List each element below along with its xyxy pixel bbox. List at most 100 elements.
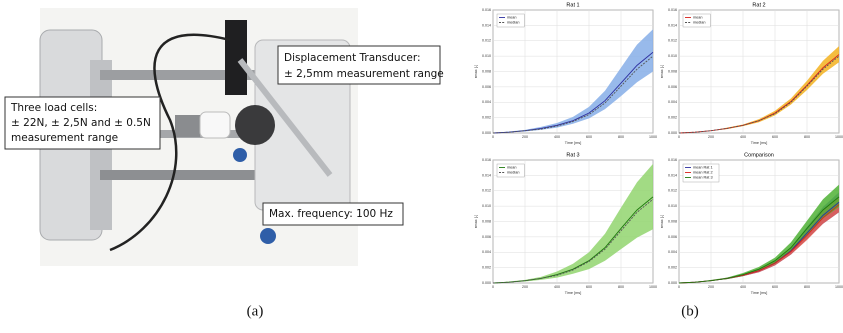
y-tick-label: 0.016 <box>668 8 677 12</box>
y-tick-label: 0.004 <box>668 250 677 254</box>
x-tick-label: 400 <box>554 285 560 289</box>
x-tick-label: 800 <box>804 285 810 289</box>
y-tick-label: 0.002 <box>482 266 491 270</box>
chart-title: Rat 1 <box>566 2 579 8</box>
figure: Displacement Transducer: ± 2,5mm measure… <box>0 0 843 328</box>
y-tick-label: 0.008 <box>482 219 491 223</box>
x-tick-label: 1000 <box>649 135 657 139</box>
transducer <box>225 20 247 95</box>
chart-title: Comparison <box>744 152 774 158</box>
holder <box>200 112 230 138</box>
y-tick-label: 0.006 <box>668 85 677 89</box>
x-tick-label: 400 <box>740 285 746 289</box>
x-tick-label: 200 <box>522 135 528 139</box>
y-tick-label: 0.012 <box>668 189 677 193</box>
legend-label: median <box>507 171 519 175</box>
x-axis-label: Time [ms] <box>565 291 582 295</box>
x-tick-label: 600 <box>586 135 592 139</box>
legend-label: mean <box>693 16 703 20</box>
chart-title: Rat 2 <box>752 2 765 8</box>
label-text: Three load cells: <box>10 102 97 114</box>
y-tick-label: 0.000 <box>482 131 491 135</box>
y-tick-label: 0.010 <box>482 54 491 58</box>
legend-label: mean Rat 1 <box>693 166 713 170</box>
y-tick-label: 0.016 <box>482 8 491 12</box>
legend-label: mean Rat 2 <box>693 171 713 175</box>
x-axis-label: Time [ms] <box>565 141 582 145</box>
y-tick-label: 0.014 <box>482 173 491 177</box>
chart: Comparison 0.000 0.002 0.004 0.006 0.008 0.010… <box>660 152 843 295</box>
y-tick-label: 0.016 <box>668 158 677 162</box>
y-tick-label: 0.014 <box>482 23 491 27</box>
x-tick-label: 0 <box>492 135 494 139</box>
y-axis-label: εmax [-] <box>660 215 664 228</box>
y-axis-label: εmax [-] <box>660 65 664 78</box>
legend-label: mean <box>507 166 517 170</box>
load-cell <box>175 115 200 137</box>
y-axis-label: εmax [-] <box>474 215 478 228</box>
x-tick-label: 1000 <box>835 135 843 139</box>
y-tick-label: 0.008 <box>668 219 677 223</box>
y-tick-label: 0.012 <box>482 189 491 193</box>
photo: Displacement Transducer: ± 2,5mm measure… <box>5 8 444 266</box>
y-tick-label: 0.008 <box>668 69 677 73</box>
x-tick-label: 400 <box>554 135 560 139</box>
y-tick-label: 0.006 <box>482 235 491 239</box>
knob <box>233 148 247 162</box>
y-tick-label: 0.006 <box>482 85 491 89</box>
y-tick-label: 0.000 <box>482 281 491 285</box>
legend-label: median <box>693 21 705 25</box>
x-tick-label: 200 <box>522 285 528 289</box>
y-tick-label: 0.006 <box>668 235 677 239</box>
chart: Rat 1 0.000 0.002 0.004 0.006 0.008 0.010 0.012… <box>474 2 657 145</box>
y-tick-label: 0.008 <box>482 69 491 73</box>
y-tick-label: 0.004 <box>482 250 491 254</box>
label-text: ± 2,5mm measurement range <box>284 68 444 80</box>
x-tick-label: 0 <box>678 285 680 289</box>
y-tick-label: 0.002 <box>482 116 491 120</box>
y-tick-label: 0.000 <box>668 281 677 285</box>
y-tick-label: 0.002 <box>668 116 677 120</box>
legend-label: median <box>507 21 519 25</box>
chart: Rat 2 0.000 0.002 0.004 0.006 0.008 0.010 0.012… <box>660 2 843 145</box>
x-tick-label: 0 <box>678 135 680 139</box>
y-tick-label: 0.012 <box>482 39 491 43</box>
y-tick-label: 0.016 <box>482 158 491 162</box>
y-tick-label: 0.010 <box>668 204 677 208</box>
caption: (a) <box>247 303 264 319</box>
y-tick-label: 0.010 <box>482 204 491 208</box>
legend-label: mean Rat 3 <box>693 176 713 180</box>
y-tick-label: 0.004 <box>482 100 491 104</box>
label-text: Displacement Transducer: <box>284 52 421 64</box>
label-text: Max. frequency: 100 Hz <box>269 208 393 220</box>
x-tick-label: 1000 <box>835 285 843 289</box>
y-tick-label: 0.004 <box>668 100 677 104</box>
x-tick-label: 200 <box>708 135 714 139</box>
y-axis-label: εmax [-] <box>474 65 478 78</box>
y-tick-label: 0.014 <box>668 23 677 27</box>
label-text: measurement range <box>11 132 118 144</box>
x-axis-label: Time [ms] <box>751 291 768 295</box>
x-tick-label: 600 <box>586 285 592 289</box>
x-tick-label: 1000 <box>649 285 657 289</box>
legend-label: mean <box>507 16 517 20</box>
x-axis-label: Time [ms] <box>751 141 768 145</box>
x-tick-label: 400 <box>740 135 746 139</box>
x-tick-label: 800 <box>804 135 810 139</box>
y-tick-label: 0.010 <box>668 54 677 58</box>
y-tick-label: 0.002 <box>668 266 677 270</box>
x-tick-label: 800 <box>618 135 624 139</box>
mount <box>235 105 275 145</box>
y-tick-label: 0.014 <box>668 173 677 177</box>
caption: (b) <box>681 303 699 319</box>
y-tick-label: 0.000 <box>668 131 677 135</box>
chart: Rat 3 0.000 0.002 0.004 0.006 0.008 0.010 0.012… <box>474 152 657 295</box>
chart-title: Rat 3 <box>566 152 579 158</box>
label-text: ± 22N, ± 2,5N and ± 0.5N <box>11 117 151 129</box>
y-tick-label: 0.012 <box>668 39 677 43</box>
x-tick-label: 0 <box>492 285 494 289</box>
knob <box>260 228 276 244</box>
x-tick-label: 200 <box>708 285 714 289</box>
x-tick-label: 800 <box>618 285 624 289</box>
x-tick-label: 600 <box>772 135 778 139</box>
